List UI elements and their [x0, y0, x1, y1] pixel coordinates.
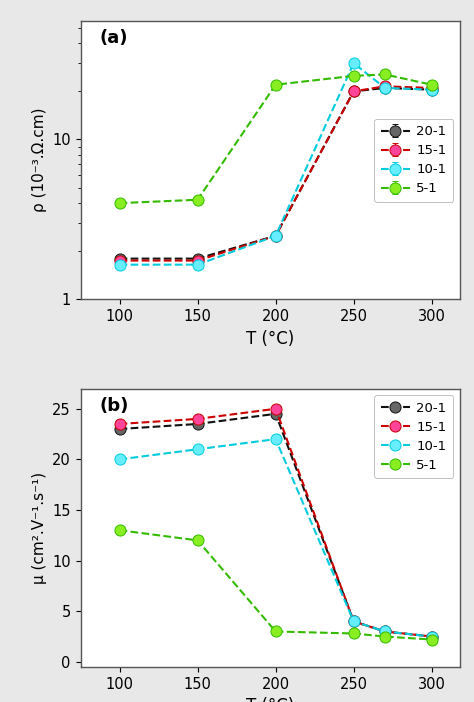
20-1 — [429, 633, 435, 641]
5-1 — [429, 635, 435, 644]
Text: (a): (a) — [100, 29, 128, 48]
20-1 — [273, 409, 279, 418]
Legend: 20-1, 15-1, 10-1, 5-1: 20-1, 15-1, 10-1, 5-1 — [374, 119, 453, 201]
5-1 — [117, 526, 122, 534]
5-1 — [195, 536, 201, 545]
10-1 — [351, 617, 356, 625]
X-axis label: T (°C): T (°C) — [246, 330, 294, 347]
20-1 — [117, 425, 122, 433]
10-1 — [382, 628, 388, 636]
10-1 — [195, 445, 201, 453]
15-1 — [117, 420, 122, 428]
Y-axis label: ρ (10⁻³.Ω.cm): ρ (10⁻³.Ω.cm) — [32, 108, 46, 213]
5-1 — [382, 633, 388, 641]
X-axis label: T (°C): T (°C) — [246, 697, 294, 702]
15-1 — [273, 404, 279, 413]
Line: 5-1: 5-1 — [114, 524, 437, 645]
10-1 — [429, 633, 435, 641]
5-1 — [273, 628, 279, 636]
20-1 — [382, 628, 388, 636]
15-1 — [429, 633, 435, 641]
15-1 — [351, 617, 356, 625]
Line: 15-1: 15-1 — [114, 403, 437, 642]
Legend: 20-1, 15-1, 10-1, 5-1: 20-1, 15-1, 10-1, 5-1 — [374, 395, 453, 478]
20-1 — [351, 617, 356, 625]
10-1 — [273, 435, 279, 444]
Text: (b): (b) — [100, 397, 129, 415]
Line: 10-1: 10-1 — [114, 434, 437, 642]
Line: 20-1: 20-1 — [114, 409, 437, 642]
5-1 — [351, 629, 356, 637]
15-1 — [195, 415, 201, 423]
10-1 — [117, 455, 122, 463]
20-1 — [195, 420, 201, 428]
15-1 — [382, 628, 388, 636]
Y-axis label: μ (cm².V⁻¹.s⁻¹): μ (cm².V⁻¹.s⁻¹) — [32, 472, 46, 584]
